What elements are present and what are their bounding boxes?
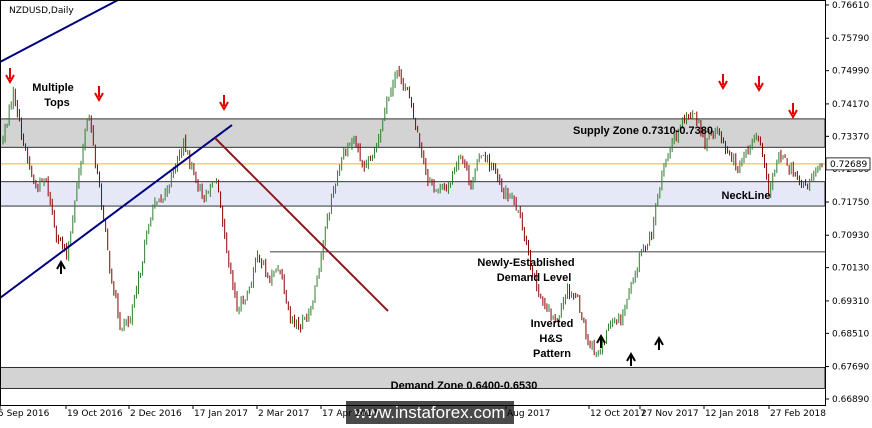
top-arrow-icon [5,68,15,85]
y-tick-label: 0.70930 [832,231,869,241]
y-tick-label: 0.75790 [832,34,869,44]
low-arrow-icon [626,351,636,366]
demand-level-label-line2: Demand Level [497,272,572,284]
y-tick-label: 0.67690 [832,363,869,373]
multiple-tops-label-line2: Tops [44,97,69,109]
y-tick-label: 0.66890 [832,395,869,405]
demand-zone-label: Demand Zone 0.6400-0.6530 [391,380,538,392]
y-tick-label: 0.70130 [832,264,869,274]
x-tick-label: 12 Jan 2018 [705,409,759,419]
ascending-trendline [0,124,233,299]
x-tick-label: 5 Sep 2016 [0,409,50,419]
low-arrow-icon [654,335,664,350]
neckline-label: NeckLine [722,190,771,202]
supply-zone-label: Supply Zone 0.7310-0.7380 [573,125,713,137]
y-tick-label: 0.69310 [832,297,869,307]
chart-title: NZDUSD,Daily [9,6,74,16]
inverted-hs-label-line2: H&S [539,333,562,345]
top-arrow-icon [754,76,764,93]
y-tick-label: 0.76610 [832,1,869,11]
plot-frame [0,0,826,406]
multiple-tops-label-line1: Multiple [32,82,74,94]
watermark-background [346,401,514,424]
x-tick-label: 17 Jan 2017 [194,409,248,419]
x-tick-label: 19 Oct 2016 [67,409,123,419]
upper-channel-line [0,0,119,63]
demand-level-label-line1: Newly-Established [477,257,574,269]
y-tick-label: 0.73370 [832,132,869,142]
x-tick-label: 17 Apr 2017 [322,409,378,419]
y-tick-label: 0.74990 [832,67,869,77]
watermark: www.instaforex.com [353,403,505,422]
inverted-hs-label-line3: Pattern [533,348,571,360]
top-arrow-icon [718,74,728,91]
x-tick-label: 27 Feb 2018 [770,409,826,419]
top-arrow-icon [94,86,104,103]
low-arrow-icon [596,333,606,348]
top-arrow-icon [788,103,798,120]
x-tick-label: 2 Dec 2016 [130,409,182,419]
top-arrow-icon [219,95,229,112]
current-price-label: 0.72689 [830,160,867,170]
y-tick-label: 0.71750 [832,198,869,208]
low-arrow-icon [56,259,66,274]
neckline-zone [0,181,826,207]
inverted-hs-label-line1: Inverted [531,318,574,330]
x-tick-label: 2 Mar 2017 [258,409,309,419]
x-tick-label: Aug 2017 [507,409,550,419]
x-tick-label: 12 Oct 2017 [590,409,646,419]
y-tick-label: 0.68510 [832,329,869,339]
y-tick-label: 0.74170 [832,100,869,110]
supply-zone [0,118,826,148]
x-tick-label: 27 Nov 2017 [641,409,699,419]
descending-trendline [214,137,389,312]
